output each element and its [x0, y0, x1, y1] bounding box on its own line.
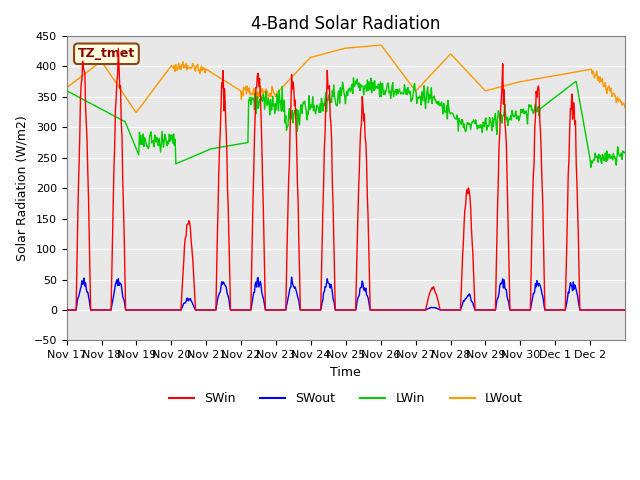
Y-axis label: Solar Radiation (W/m2): Solar Radiation (W/m2) — [15, 115, 28, 261]
Title: 4-Band Solar Radiation: 4-Band Solar Radiation — [251, 15, 440, 33]
Legend: SWin, SWout, LWin, LWout: SWin, SWout, LWin, LWout — [164, 387, 528, 410]
X-axis label: Time: Time — [330, 366, 361, 379]
Text: TZ_tmet: TZ_tmet — [78, 47, 135, 60]
